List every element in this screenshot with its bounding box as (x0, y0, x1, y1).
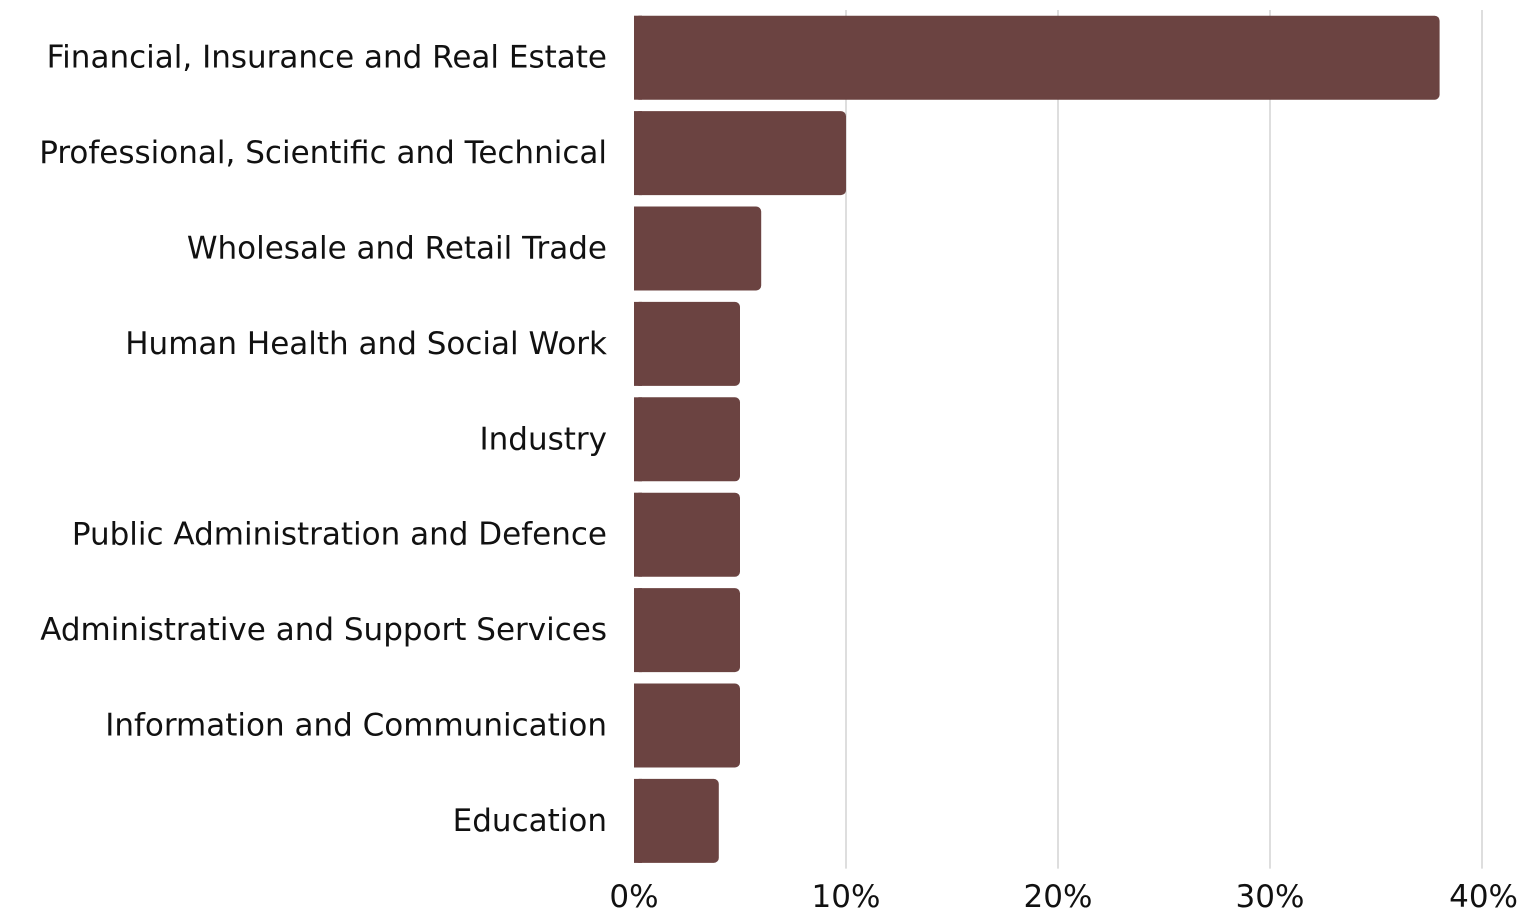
category-label-8: Education (453, 803, 607, 839)
category-label-0: Financial, Insurance and Real Estate (47, 40, 607, 76)
bar-6-base (634, 588, 642, 673)
x-tick-label-40: 40% (1449, 879, 1518, 915)
bar-4-base (634, 397, 642, 482)
bar-5 (634, 492, 740, 577)
category-label-6: Administrative and Support Services (40, 612, 607, 648)
bar-7 (634, 683, 740, 768)
bar-0 (634, 15, 1440, 100)
category-labels: Financial, Insurance and Real Estate Prof… (39, 40, 607, 839)
bar-0-base (634, 15, 642, 100)
x-axis-ticks: 0% 10% 20% 30% 40% (609, 879, 1518, 915)
x-tick-label-20: 20% (1024, 879, 1093, 915)
category-label-5: Public Administration and Defence (72, 517, 607, 553)
bar-3 (634, 301, 740, 386)
bar-8 (634, 778, 719, 863)
category-label-1: Professional, Scientific and Technical (39, 135, 607, 171)
bar-1-base (634, 111, 642, 196)
bar-8-base (634, 778, 642, 863)
x-tick-label-30: 30% (1236, 879, 1305, 915)
x-tick-label-10: 10% (812, 879, 881, 915)
category-label-7: Information and Communication (105, 708, 607, 744)
bar-4 (634, 397, 740, 482)
bar-3-base (634, 301, 642, 386)
category-label-2: Wholesale and Retail Trade (187, 231, 607, 267)
x-tick-label-0: 0% (609, 879, 658, 915)
bar-layer (634, 15, 1440, 863)
bar-6 (634, 588, 740, 673)
category-label-4: Industry (479, 421, 607, 457)
bar-7-base (634, 683, 642, 768)
grid-layer (845, 10, 1483, 869)
category-label-3: Human Health and Social Work (125, 326, 607, 362)
bar-2 (634, 206, 762, 291)
bar-2-base (634, 206, 642, 291)
bar-1 (634, 111, 846, 196)
bar-5-base (634, 492, 642, 577)
